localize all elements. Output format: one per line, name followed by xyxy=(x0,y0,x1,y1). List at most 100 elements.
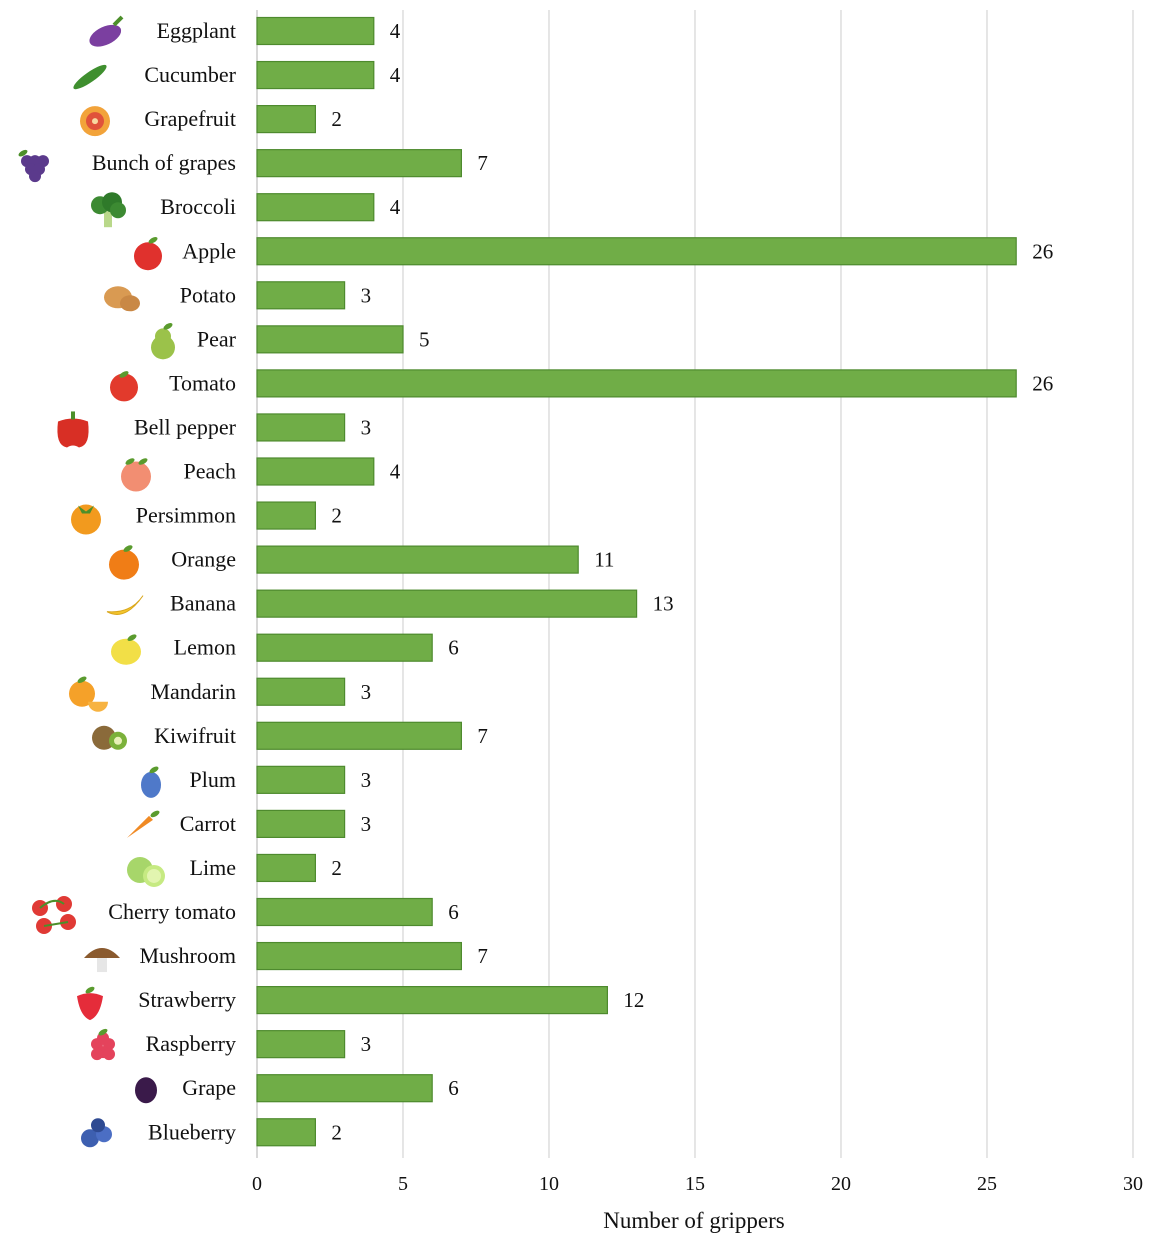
value-label: 6 xyxy=(448,900,459,924)
bar xyxy=(256,1074,433,1103)
bar xyxy=(256,677,346,706)
carrot-icon xyxy=(127,810,160,838)
category-label: Orange xyxy=(171,547,236,572)
category-label: Peach xyxy=(183,459,236,484)
orange-icon xyxy=(109,545,139,580)
grapes-bunch-icon xyxy=(18,149,49,183)
x-tick-label: 10 xyxy=(539,1173,559,1195)
bar xyxy=(256,457,375,486)
x-tick-label: 20 xyxy=(831,1173,851,1195)
bar xyxy=(256,237,1017,266)
category-label: Apple xyxy=(182,238,236,263)
kiwifruit-icon xyxy=(92,725,127,750)
banana-icon xyxy=(106,595,144,615)
value-label: 6 xyxy=(448,1076,459,1100)
category-label: Potato xyxy=(180,282,236,307)
category-label: Plum xyxy=(190,767,236,792)
x-tick-label: 25 xyxy=(977,1173,997,1195)
pear-icon xyxy=(151,323,175,360)
blueberry-icon xyxy=(81,1118,112,1148)
persimmon-icon xyxy=(71,504,101,535)
bar xyxy=(256,325,404,354)
value-label: 2 xyxy=(331,504,342,528)
value-label: 3 xyxy=(361,812,372,836)
x-axis-ticks: 0 5 10 15 20 25 30 xyxy=(252,1173,1143,1195)
category-label: Cucumber xyxy=(144,62,236,87)
value-label: 12 xyxy=(623,988,644,1012)
value-label: 4 xyxy=(390,195,401,219)
value-label: 6 xyxy=(448,636,459,660)
category-label: Persimmon xyxy=(136,503,236,528)
category-label: Eggplant xyxy=(157,18,236,43)
bar xyxy=(256,1030,346,1059)
bar xyxy=(256,809,346,839)
bar xyxy=(256,941,462,971)
category-label: Cherry tomato xyxy=(108,899,236,924)
category-label: Mandarin xyxy=(150,679,236,704)
category-label: Grape xyxy=(182,1075,236,1100)
value-label: 7 xyxy=(477,724,488,748)
bar xyxy=(256,545,579,574)
raspberry-icon xyxy=(91,1028,115,1061)
value-label: 7 xyxy=(477,151,488,175)
value-label: 26 xyxy=(1032,239,1053,263)
bar xyxy=(256,1118,317,1147)
category-label: Grapefruit xyxy=(144,106,236,131)
bar xyxy=(256,721,462,750)
category-label: Bell pepper xyxy=(134,414,237,439)
bar xyxy=(256,193,375,222)
bar xyxy=(256,633,433,662)
bar xyxy=(256,104,317,134)
category-label: Pear xyxy=(197,326,237,351)
plum-icon xyxy=(141,766,161,798)
bar xyxy=(256,281,346,310)
x-tick-label: 5 xyxy=(398,1173,408,1195)
value-label: 2 xyxy=(331,107,342,131)
value-label: 11 xyxy=(594,548,614,572)
category-label: Carrot xyxy=(180,811,236,836)
bar xyxy=(256,897,433,927)
category-label: Broccoli xyxy=(160,194,236,219)
category-labels: Eggplant Cucumber Grapefruit Bunch of grape… xyxy=(92,18,237,1144)
peach-icon xyxy=(121,458,151,492)
lemon-icon xyxy=(111,634,141,665)
tomato-icon xyxy=(110,371,138,402)
grapefruit-icon xyxy=(80,106,110,137)
category-label: Raspberry xyxy=(146,1031,236,1056)
value-label: 4 xyxy=(390,19,401,43)
value-label: 4 xyxy=(390,63,401,87)
category-label: Blueberry xyxy=(148,1119,236,1144)
value-label: 2 xyxy=(331,856,342,880)
broccoli-icon xyxy=(91,192,126,228)
mandarin-icon xyxy=(69,676,108,712)
value-label: 3 xyxy=(361,283,372,307)
bar xyxy=(256,985,608,1015)
x-axis-title: Number of grippers xyxy=(603,1208,784,1233)
x-tick-label: 30 xyxy=(1123,1173,1143,1195)
bell-pepper-icon xyxy=(57,411,89,448)
bar xyxy=(256,369,1017,398)
cherry-tomato-icon xyxy=(32,896,76,934)
x-tick-label: 0 xyxy=(252,1173,262,1195)
category-label: Banana xyxy=(170,591,236,616)
category-label: Lemon xyxy=(174,635,236,660)
value-label: 26 xyxy=(1032,371,1053,395)
bar xyxy=(256,16,375,46)
value-label: 3 xyxy=(361,415,372,439)
mushroom-icon xyxy=(84,948,120,973)
eggplant-icon xyxy=(89,15,124,47)
category-icons xyxy=(18,15,175,1148)
value-label: 3 xyxy=(361,1032,372,1056)
bar xyxy=(256,765,346,794)
bar xyxy=(256,589,638,618)
value-label: 3 xyxy=(361,680,372,704)
bar xyxy=(256,60,375,90)
category-label: Tomato xyxy=(169,370,236,395)
bar xyxy=(256,501,317,530)
bars xyxy=(256,16,1017,1147)
grape-icon xyxy=(135,1077,157,1104)
value-label: 5 xyxy=(419,327,430,351)
value-label: 3 xyxy=(361,768,372,792)
